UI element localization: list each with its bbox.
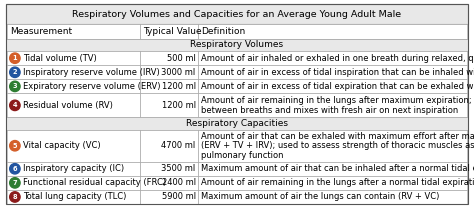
Text: 1200 ml: 1200 ml	[162, 101, 196, 110]
Text: 2: 2	[13, 69, 17, 75]
Text: 1200 ml: 1200 ml	[162, 82, 196, 91]
Text: 3500 ml: 3500 ml	[162, 164, 196, 173]
Text: Amount of air remaining in the lungs after maximum expiration; keeps alveoli inf: Amount of air remaining in the lungs aft…	[201, 96, 474, 105]
Text: Measurement: Measurement	[10, 27, 73, 36]
Text: pulmonary function: pulmonary function	[201, 151, 283, 160]
Circle shape	[9, 163, 20, 174]
Bar	[198, 176, 466, 190]
Circle shape	[9, 53, 20, 63]
Bar	[140, 130, 198, 162]
Bar	[140, 65, 198, 79]
Bar	[140, 79, 198, 93]
Bar	[198, 65, 466, 79]
Text: 2400 ml: 2400 ml	[162, 178, 196, 187]
Text: Inspiratory capacity (IC): Inspiratory capacity (IC)	[23, 164, 124, 173]
Bar	[8, 79, 140, 93]
Text: between breaths and mixes with fresh air on next inspiration: between breaths and mixes with fresh air…	[201, 106, 458, 115]
Text: Amount of air in excess of tidal inspiration that can be inhaled with maximum ef: Amount of air in excess of tidal inspira…	[201, 68, 474, 77]
Bar	[140, 93, 198, 117]
Text: 7: 7	[13, 180, 17, 186]
Text: Respiratory Volumes: Respiratory Volumes	[191, 40, 283, 50]
Bar	[6, 39, 468, 51]
Text: Tidal volume (TV): Tidal volume (TV)	[23, 54, 97, 63]
Bar	[198, 130, 466, 162]
Text: (ERV + TV + IRV); used to assess strength of thoracic muscles as well as: (ERV + TV + IRV); used to assess strengt…	[201, 141, 474, 150]
Bar	[140, 51, 198, 65]
Text: Amount of air inhaled or exhaled in one breath during relaxed, quiet breathing: Amount of air inhaled or exhaled in one …	[201, 54, 474, 63]
Text: Definition: Definition	[201, 27, 245, 36]
Text: Maximum amount of air that can be inhaled after a normal tidal expiration (TV + : Maximum amount of air that can be inhale…	[201, 164, 474, 173]
Circle shape	[9, 67, 20, 78]
Text: 8: 8	[13, 194, 17, 200]
Text: Maximum amount of air the lungs can contain (RV + VC): Maximum amount of air the lungs can cont…	[201, 192, 439, 202]
Bar	[198, 190, 466, 204]
Bar	[6, 4, 468, 24]
Text: 3000 ml: 3000 ml	[162, 68, 196, 77]
Bar	[140, 190, 198, 204]
Bar	[198, 24, 466, 39]
Bar	[140, 162, 198, 176]
Text: Amount of air in excess of tidal expiration that can be exhaled with maximum eff: Amount of air in excess of tidal expirat…	[201, 82, 474, 91]
Text: Respiratory Capacities: Respiratory Capacities	[186, 119, 288, 128]
Bar	[140, 24, 198, 39]
Bar	[8, 93, 140, 117]
Bar	[8, 176, 140, 190]
Text: Amount of air remaining in the lungs after a normal tidal expiration (RV + ERV): Amount of air remaining in the lungs aft…	[201, 178, 474, 187]
Text: Total lung capacity (TLC): Total lung capacity (TLC)	[23, 192, 126, 202]
Text: 6: 6	[13, 166, 17, 172]
Bar	[6, 24, 468, 39]
Text: Typical Value: Typical Value	[143, 27, 201, 36]
Text: 5: 5	[13, 143, 17, 149]
Bar	[8, 162, 140, 176]
Text: Residual volume (RV): Residual volume (RV)	[23, 101, 113, 110]
Text: 4700 ml: 4700 ml	[162, 141, 196, 150]
Text: 4: 4	[13, 102, 17, 108]
Text: Vital capacity (VC): Vital capacity (VC)	[23, 141, 100, 150]
Bar	[8, 65, 140, 79]
Bar	[140, 176, 198, 190]
Text: 500 ml: 500 ml	[167, 54, 196, 63]
Circle shape	[9, 100, 20, 111]
Bar	[198, 93, 466, 117]
Bar	[8, 190, 140, 204]
Bar	[198, 79, 466, 93]
Circle shape	[9, 192, 20, 202]
Bar	[8, 24, 140, 39]
Bar	[6, 117, 468, 130]
Text: Respiratory Volumes and Capacities for an Average Young Adult Male: Respiratory Volumes and Capacities for a…	[73, 10, 401, 19]
Text: Amount of air that can be exhaled with maximum effort after maximum inspiration: Amount of air that can be exhaled with m…	[201, 131, 474, 141]
Text: Expiratory reserve volume (ERV): Expiratory reserve volume (ERV)	[23, 82, 160, 91]
Text: Inspiratory reserve volume (IRV): Inspiratory reserve volume (IRV)	[23, 68, 160, 77]
Text: 1: 1	[13, 55, 17, 61]
Circle shape	[9, 81, 20, 92]
Text: 3: 3	[13, 83, 17, 89]
Bar	[8, 51, 140, 65]
Bar	[198, 162, 466, 176]
Bar	[198, 51, 466, 65]
Circle shape	[9, 178, 20, 188]
Circle shape	[9, 141, 20, 151]
Text: Functional residual capacity (FRC): Functional residual capacity (FRC)	[23, 178, 166, 187]
Text: 5900 ml: 5900 ml	[162, 192, 196, 202]
Bar	[8, 130, 140, 162]
